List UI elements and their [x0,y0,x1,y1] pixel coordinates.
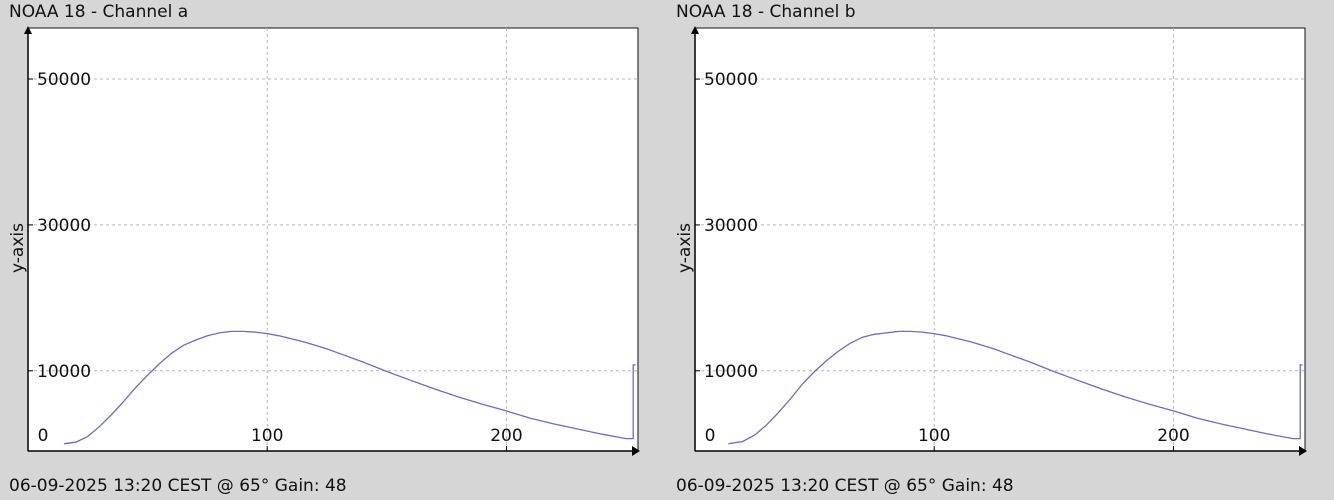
y-tick-label: 30000 [704,216,758,236]
chart-footer: 06-09-2025 13:20 CEST @ 65° Gain: 48 [676,476,1014,496]
chart-plot-a: 50000 30000 10000 0 100 200 [24,26,640,456]
plot-area [694,27,1306,452]
y-tick-label: 10000 [704,362,758,382]
y-tick-label: 50000 [704,70,758,90]
plot-area [27,27,639,452]
y-axis-arrow [691,26,699,34]
chart-footer: 06-09-2025 13:20 CEST @ 65° Gain: 48 [9,476,347,496]
x-tick-label: 200 [490,426,522,446]
y-axis-arrow [24,26,32,34]
chart-plot-b: 50000 30000 10000 0 100 200 [691,26,1307,456]
chart-panel-a: NOAA 18 - Channel a y-axis 50000 30000 100… [0,0,660,500]
y-tick-label: 10000 [37,362,91,382]
chart-title: NOAA 18 - Channel a [9,2,189,22]
x-tick-label: 200 [1157,426,1189,446]
series-line [728,330,1303,445]
x-axis-arrow [632,446,640,456]
y-tick-label: 30000 [37,216,91,236]
y-tick-label: 50000 [37,70,91,90]
chart-title: NOAA 18 - Channel b [676,2,856,22]
x-tick-label: 0 [705,426,716,446]
chart-panel-b: NOAA 18 - Channel b y-axis 50000 30000 100… [667,0,1327,500]
series-line [63,330,636,445]
x-tick-label: 100 [251,426,283,446]
x-tick-label: 0 [38,426,49,446]
x-axis-arrow [1299,446,1307,456]
x-tick-label: 100 [918,426,950,446]
